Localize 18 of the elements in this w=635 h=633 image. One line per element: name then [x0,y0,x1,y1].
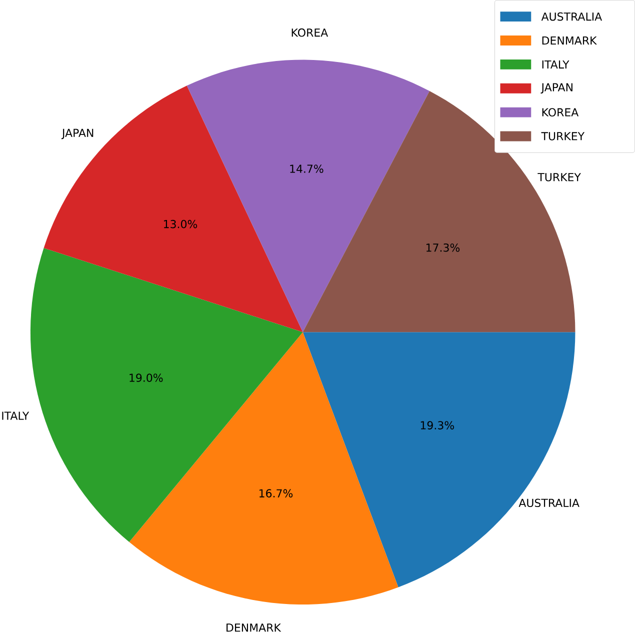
legend-label: TURKEY [541,132,585,140]
data-label: 19.0% [130,374,163,382]
data-label: 19.3% [420,421,454,430]
legend-label: AUSTRALIA [541,12,602,21]
data-label: 13.0% [164,220,198,228]
slice-label: TURKEY [538,173,581,182]
slice-label: DENMARK [226,624,282,632]
slice-label: ITALY [2,412,30,420]
legend-label: DENMARK [542,36,597,45]
slice-label: KOREA [292,28,328,37]
legend-label: ITALY [542,60,570,69]
data-label: 17.3% [426,244,460,252]
legend-label: KOREA [542,108,579,117]
slice-label: AUSTRALIA [518,498,580,508]
legend-label: JAPAN [540,83,572,94]
data-label: 14.7% [290,164,324,174]
data-label: 16.7% [260,489,293,498]
slice-label: JAPAN [61,129,94,140]
